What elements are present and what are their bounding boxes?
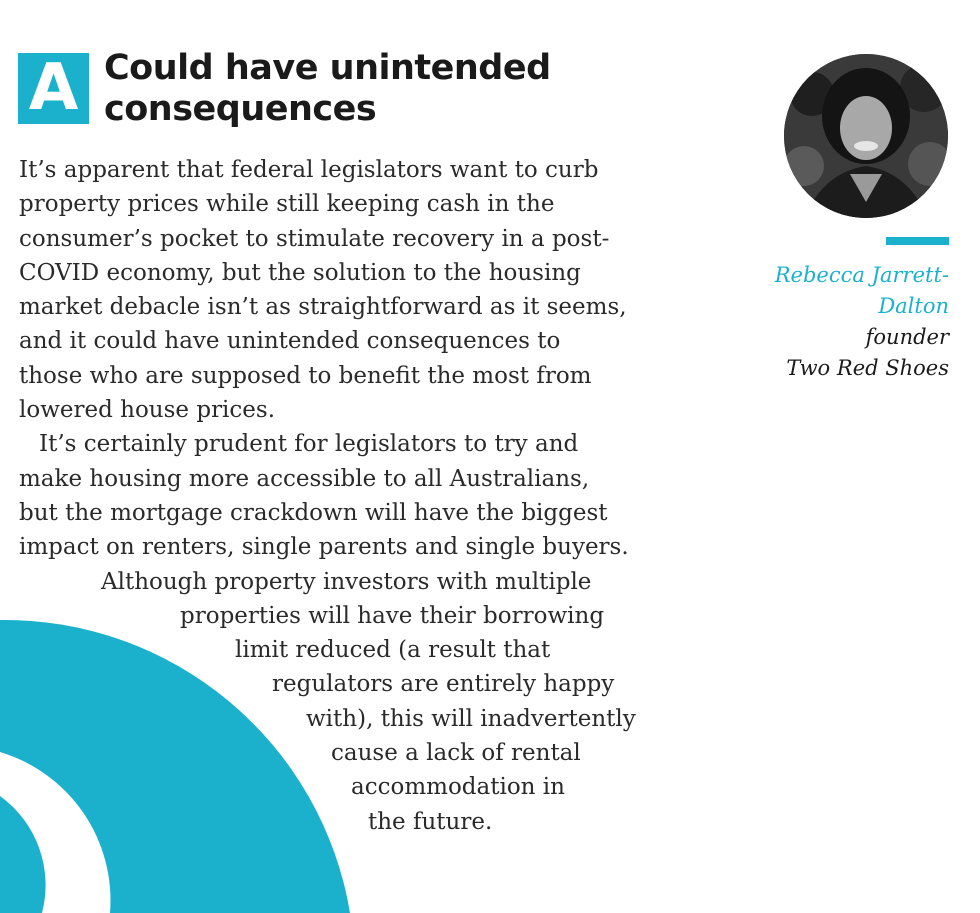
body-line: the future. xyxy=(368,808,493,835)
body-line: It’s apparent that federal legislators w… xyxy=(19,157,599,183)
body-line: and it could have unintended consequence… xyxy=(19,328,561,355)
author-byline: Rebecca Jarrett- Dalton founder Two Red … xyxy=(729,260,949,384)
headline-line-1: Could have unintended xyxy=(104,48,551,88)
author-name-line-1: Rebecca Jarrett- xyxy=(774,263,949,287)
body-line: but the mortgage crackdown will have the… xyxy=(19,499,608,526)
author-name-line-2: Dalton xyxy=(878,294,949,318)
body-line: cause a lack of rental xyxy=(331,740,581,767)
body-line: those who are supposed to benefit the mo… xyxy=(19,362,592,389)
body-line: limit reduced (a result that xyxy=(235,637,551,664)
body-line: lowered house prices. xyxy=(19,397,276,424)
body-line: Although property investors with multipl… xyxy=(101,568,592,595)
accent-divider xyxy=(886,237,949,245)
section-badge: A xyxy=(18,53,89,124)
article-body: It’s apparent that federal legislators w… xyxy=(19,153,699,839)
body-line: properties will have their borrowing xyxy=(180,602,605,629)
body-line: consumer’s pocket to stimulate recovery … xyxy=(19,225,610,252)
body-line: regulators are entirely happy xyxy=(272,671,615,698)
author-organization: Two Red Shoes xyxy=(786,356,949,380)
headline: Could have unintended consequences xyxy=(104,48,551,130)
body-line: COVID economy, but the solution to the h… xyxy=(19,259,581,286)
body-line: property prices while still keeping cash… xyxy=(19,191,555,218)
body-line: make housing more accessible to all Aust… xyxy=(19,465,590,492)
author-role: founder xyxy=(865,325,949,349)
body-line: with), this will inadvertently xyxy=(306,705,636,732)
headline-line-2: consequences xyxy=(104,89,377,129)
body-line: accommodation in xyxy=(351,774,565,801)
body-line: It’s certainly prudent for legislators t… xyxy=(39,431,579,458)
author-photo xyxy=(784,54,948,218)
body-line: market debacle isn’t as straightforward … xyxy=(19,294,627,321)
body-line: impact on renters, single parents and si… xyxy=(19,534,629,561)
